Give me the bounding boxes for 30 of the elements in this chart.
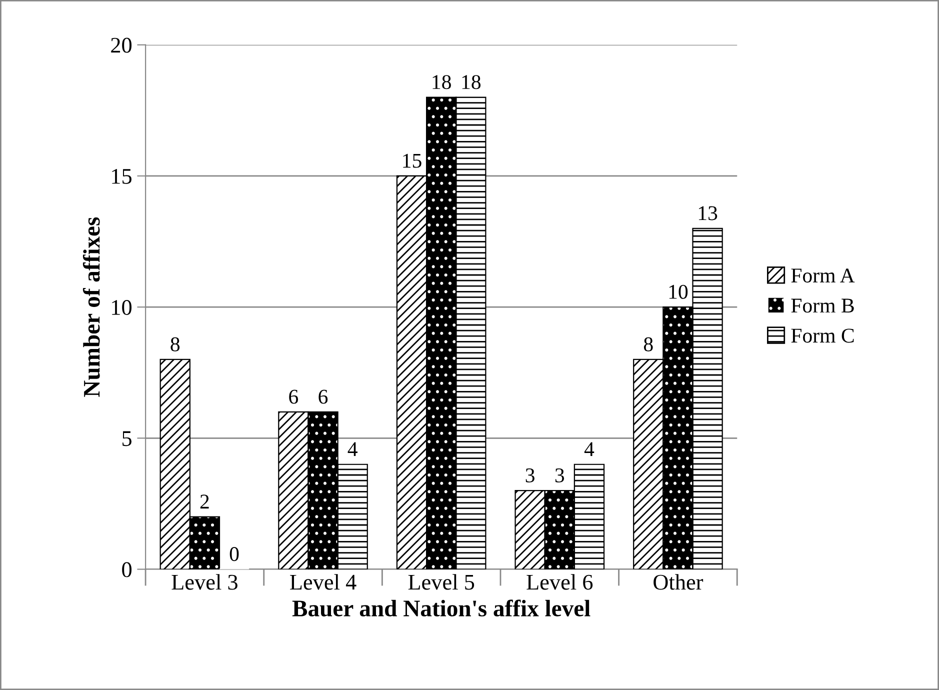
- data-label: 15: [403, 154, 422, 168]
- x-tick-label: Level 4: [290, 574, 356, 590]
- y-tick-label: 0: [122, 562, 132, 578]
- data-label: 18: [462, 75, 481, 90]
- data-label: 8: [170, 337, 180, 352]
- x-tick-label: Other: [654, 574, 704, 590]
- x-axis-title: Bauer and Nation's affix level: [292, 600, 590, 616]
- x-tick-label: Level 5: [408, 574, 474, 590]
- data-label: 2: [200, 494, 209, 508]
- data-label: 18: [432, 75, 451, 90]
- data-label: 3: [555, 468, 564, 482]
- data-label: 10: [669, 284, 688, 299]
- data-label: 6: [318, 390, 328, 404]
- data-label: 13: [698, 206, 718, 220]
- data-label: 8: [644, 337, 653, 352]
- legend-label: Form C: [791, 328, 854, 343]
- y-axis-title: Number of affixes: [82, 217, 100, 397]
- data-label: 6: [289, 390, 298, 404]
- y-tick-label: 15: [112, 168, 132, 184]
- y-tick-label: 10: [112, 300, 132, 315]
- legend-label: Form A: [791, 268, 855, 283]
- data-label: 3: [526, 468, 534, 482]
- y-tick-label: 20: [111, 38, 132, 53]
- data-label: 4: [348, 442, 358, 456]
- x-tick-label: Level 6: [526, 574, 593, 590]
- data-label: 0: [230, 547, 239, 562]
- x-tick-label: Level 3: [172, 574, 238, 590]
- y-tick-label: 5: [122, 431, 132, 446]
- legend-label: Form B: [791, 298, 854, 313]
- data-label: 4: [584, 442, 594, 456]
